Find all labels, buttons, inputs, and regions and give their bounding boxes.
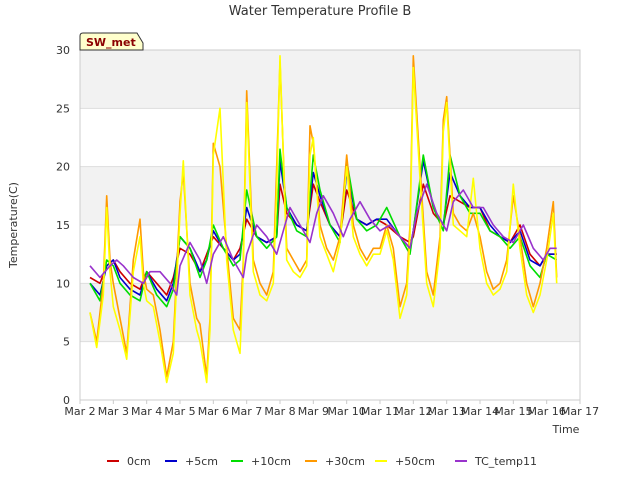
badge-label: SW_met: [86, 36, 136, 49]
x-tick-label: Mar 11: [361, 405, 399, 418]
x-tick-labels: Mar 2 Mar 3 Mar 4 Mar 5 Mar 6 Mar 7 Mar 8 Mar 9…: [64, 405, 599, 418]
y-tick-labels: 0 5 10 15 20 25 30: [56, 44, 70, 407]
legend-label: TC_temp11: [474, 455, 537, 468]
series-line--10cm: [89, 148, 558, 308]
y-tick-label: 15: [56, 219, 70, 232]
y-tick-label: 25: [56, 102, 70, 115]
x-tick-label: Mar 12: [394, 405, 432, 418]
y-tick-label: 10: [56, 277, 70, 290]
legend-label: +5cm: [185, 455, 218, 468]
x-tick-label: Mar 8: [264, 405, 295, 418]
series-line-TC-temp11: [89, 183, 557, 296]
legend-label: +50cm: [395, 455, 435, 468]
band-25: [80, 50, 580, 109]
series-line--30cm: [89, 54, 558, 378]
series-line--50cm: [89, 54, 558, 384]
x-tick-label: Mar 10: [328, 405, 366, 418]
x-tick-label: Mar 7: [231, 405, 262, 418]
background-bands: [80, 50, 580, 342]
x-tick-label: Mar 3: [98, 405, 129, 418]
x-tick-label: Mar 4: [131, 405, 162, 418]
legend-label: 0cm: [127, 455, 151, 468]
band-15: [80, 166, 580, 225]
x-tick-label: Mar 9: [298, 405, 329, 418]
x-tick-label: Mar 5: [164, 405, 195, 418]
series-lines: [89, 54, 558, 384]
plot-frame: [79, 49, 581, 401]
x-tick-label: Mar 16: [528, 405, 566, 418]
y-tick-label: 5: [63, 336, 70, 349]
x-tick-label: Mar 2: [64, 405, 95, 418]
legend: 0cm +5cm +10cm +30cm +50cm TC_temp11: [107, 455, 537, 468]
x-tick-label: Mar 17: [561, 405, 599, 418]
x-tick-label: Mar 14: [461, 405, 499, 418]
y-tick-label: 0: [63, 394, 70, 407]
y-tick-label: 20: [56, 161, 70, 174]
site-badge: SW_met: [79, 32, 144, 51]
x-tick-label: Mar 13: [428, 405, 466, 418]
x-tick-label: Mar 6: [198, 405, 229, 418]
legend-label: +10cm: [251, 455, 291, 468]
x-axis-label: Time: [552, 423, 580, 436]
y-axis-label: Temperature(C): [7, 182, 20, 269]
x-tick-label: Mar 15: [494, 405, 532, 418]
legend-label: +30cm: [325, 455, 365, 468]
badge-box: [79, 32, 144, 51]
chart-title: Water Temperature Profile B: [229, 4, 412, 19]
y-tick-label: 30: [56, 44, 70, 57]
